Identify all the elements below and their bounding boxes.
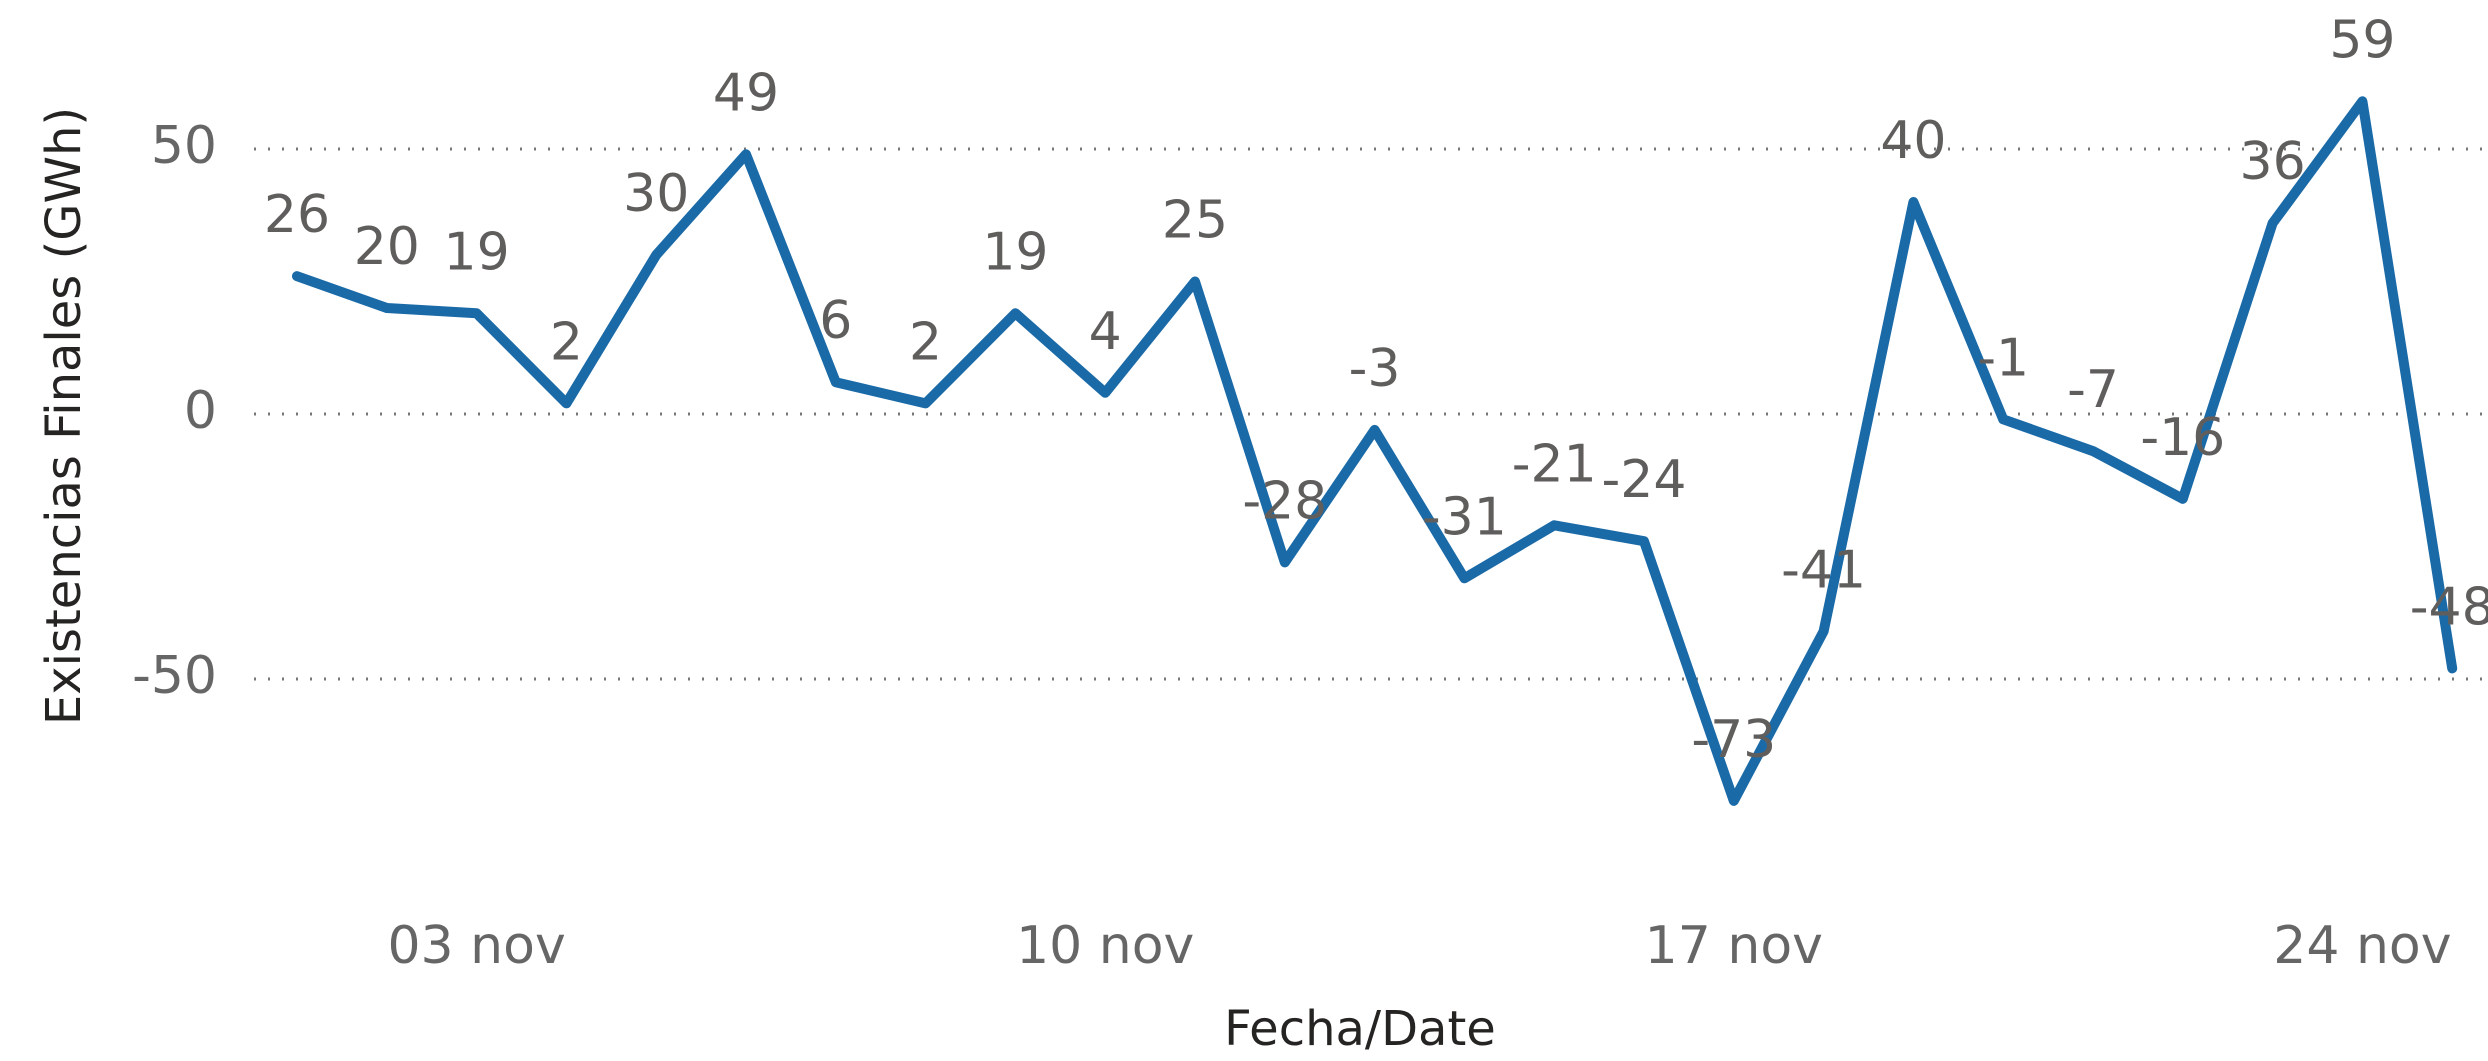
- data-label: 2: [909, 312, 942, 372]
- data-label: 19: [982, 222, 1048, 282]
- data-label: -73: [1691, 710, 1776, 770]
- data-label: -24: [1602, 450, 1687, 510]
- data-label: 30: [623, 164, 689, 224]
- x-axis-title: Fecha/Date: [1224, 1001, 1496, 1057]
- x-tick-label: 03 nov: [387, 916, 565, 976]
- data-label: 36: [2240, 132, 2306, 192]
- y-tick-label: 50: [151, 116, 217, 176]
- data-label: -3: [1349, 339, 1401, 399]
- data-label: 25: [1162, 191, 1228, 251]
- data-label: -7: [2067, 360, 2119, 420]
- x-tick-label: 10 nov: [1016, 916, 1194, 976]
- x-tick-label: 17 nov: [1645, 916, 1823, 976]
- y-axis-title: Existencias Finales (GWh): [36, 107, 92, 725]
- data-label: 59: [2329, 10, 2395, 70]
- data-label: 2: [550, 312, 583, 372]
- y-tick-label: 0: [184, 381, 217, 441]
- data-label: 26: [264, 185, 330, 245]
- data-label: 6: [819, 291, 852, 351]
- data-label: -1: [1977, 328, 2029, 388]
- data-label: -21: [1512, 434, 1597, 494]
- data-label: 49: [713, 63, 779, 123]
- data-label: 40: [1880, 111, 1946, 171]
- data-label: 20: [354, 217, 420, 277]
- data-label: -48: [2410, 577, 2488, 637]
- data-label: -28: [1242, 471, 1327, 531]
- data-label: 4: [1089, 302, 1122, 362]
- y-tick-label: -50: [132, 646, 217, 706]
- data-label: 19: [444, 222, 510, 282]
- data-label: -41: [1781, 540, 1866, 600]
- data-label: -31: [1422, 487, 1507, 547]
- data-label: -16: [2140, 408, 2225, 468]
- x-tick-label: 24 nov: [2273, 916, 2451, 976]
- data-line: [292, 96, 2458, 806]
